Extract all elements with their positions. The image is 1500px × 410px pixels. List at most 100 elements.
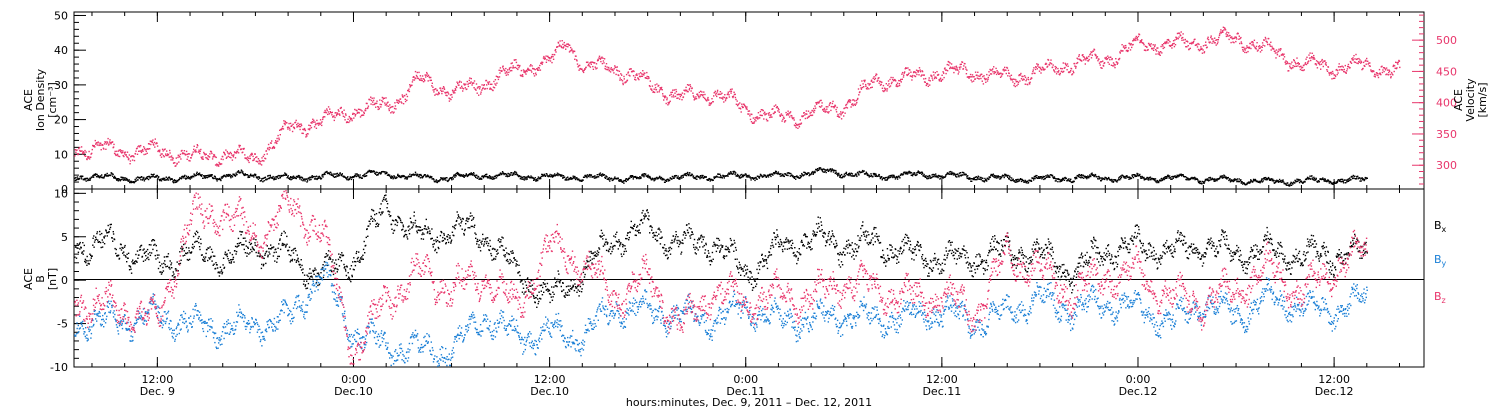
density-point bbox=[397, 173, 399, 176]
velocity-point bbox=[304, 129, 307, 132]
density-point bbox=[1169, 176, 1171, 179]
density-point bbox=[1034, 175, 1037, 178]
density-point bbox=[594, 177, 597, 179]
density-point bbox=[554, 173, 556, 175]
density-point bbox=[878, 174, 880, 176]
velocity-point bbox=[619, 77, 621, 79]
velocity-point bbox=[597, 59, 599, 61]
density-point bbox=[1139, 173, 1141, 176]
velocity-point bbox=[488, 83, 490, 85]
density-point bbox=[821, 168, 823, 170]
velocity-point bbox=[884, 89, 886, 92]
density-point bbox=[1154, 179, 1156, 182]
velocity-point bbox=[948, 64, 950, 66]
density-point bbox=[1355, 178, 1357, 180]
velocity-point bbox=[734, 93, 736, 96]
density-point bbox=[530, 175, 532, 177]
velocity-point bbox=[1095, 57, 1098, 59]
velocity-point bbox=[987, 76, 989, 79]
velocity-point bbox=[1118, 58, 1120, 61]
density-point bbox=[321, 173, 324, 176]
velocity-point bbox=[837, 113, 839, 116]
velocity-point bbox=[591, 61, 594, 63]
density-point bbox=[465, 173, 467, 175]
density-point bbox=[1120, 178, 1122, 180]
density-point bbox=[939, 175, 941, 177]
velocity-point bbox=[231, 154, 233, 156]
velocity-point bbox=[514, 59, 516, 61]
density-point bbox=[814, 170, 816, 173]
velocity-point bbox=[857, 97, 859, 100]
velocity-point bbox=[575, 59, 578, 61]
velocity-point bbox=[764, 111, 766, 113]
density-point bbox=[916, 173, 918, 176]
density-point bbox=[397, 174, 399, 176]
velocity-point bbox=[139, 146, 141, 148]
velocity-point bbox=[284, 120, 286, 123]
density-point bbox=[782, 173, 784, 175]
velocity-point bbox=[267, 147, 269, 149]
velocity-point bbox=[108, 143, 110, 145]
density-point bbox=[175, 179, 177, 182]
density-point bbox=[913, 173, 915, 175]
density-point bbox=[333, 173, 335, 175]
velocity-point bbox=[658, 84, 660, 87]
density-point bbox=[941, 175, 943, 177]
velocity-point bbox=[689, 85, 692, 88]
velocity-point bbox=[411, 84, 413, 86]
velocity-point bbox=[432, 89, 434, 91]
density-point bbox=[1305, 178, 1308, 181]
velocity-point bbox=[76, 149, 78, 151]
density-point bbox=[1100, 177, 1103, 179]
velocity-point bbox=[696, 93, 699, 95]
density-point bbox=[1053, 177, 1055, 180]
velocity-point bbox=[487, 82, 489, 84]
density-point bbox=[311, 176, 314, 179]
velocity-point bbox=[1006, 67, 1009, 69]
velocity-point bbox=[1125, 44, 1127, 47]
velocity-point bbox=[956, 68, 958, 71]
density-point bbox=[935, 173, 937, 175]
density-point bbox=[1220, 176, 1223, 178]
velocity-point bbox=[660, 88, 662, 90]
density-point bbox=[954, 173, 956, 175]
density-point bbox=[587, 175, 590, 178]
density-point bbox=[745, 173, 747, 175]
density-point bbox=[884, 179, 886, 181]
velocity-point bbox=[715, 94, 717, 96]
velocity-point bbox=[1044, 68, 1046, 70]
velocity-point bbox=[828, 111, 830, 113]
velocity-point bbox=[799, 119, 801, 121]
velocity-point bbox=[376, 102, 378, 104]
density-point bbox=[613, 177, 616, 179]
density-point bbox=[892, 176, 894, 178]
density-point bbox=[843, 176, 845, 178]
density-point bbox=[505, 175, 507, 177]
velocity-point bbox=[723, 101, 725, 103]
velocity-point bbox=[441, 87, 444, 90]
velocity-point bbox=[528, 69, 531, 71]
density-point bbox=[795, 178, 797, 180]
density-point bbox=[934, 176, 936, 178]
density-point bbox=[593, 175, 595, 178]
density-point bbox=[267, 177, 270, 180]
velocity-point bbox=[81, 150, 83, 152]
density-point bbox=[1276, 179, 1278, 181]
velocity-point bbox=[529, 65, 531, 67]
density-point bbox=[1062, 177, 1064, 180]
velocity-point bbox=[971, 81, 973, 83]
velocity-point bbox=[704, 93, 706, 96]
velocity-point bbox=[211, 152, 213, 155]
velocity-point bbox=[649, 85, 651, 88]
velocity-point bbox=[1056, 71, 1058, 73]
density-point bbox=[1342, 180, 1344, 182]
density-point bbox=[1116, 181, 1118, 183]
velocity-point bbox=[422, 81, 425, 83]
density-point bbox=[1210, 179, 1212, 181]
velocity-point bbox=[1124, 47, 1126, 49]
density-point bbox=[1007, 174, 1009, 177]
velocity-point bbox=[861, 86, 864, 89]
velocity-point bbox=[77, 153, 79, 156]
velocity-point bbox=[100, 142, 102, 144]
velocity-point bbox=[937, 73, 940, 76]
